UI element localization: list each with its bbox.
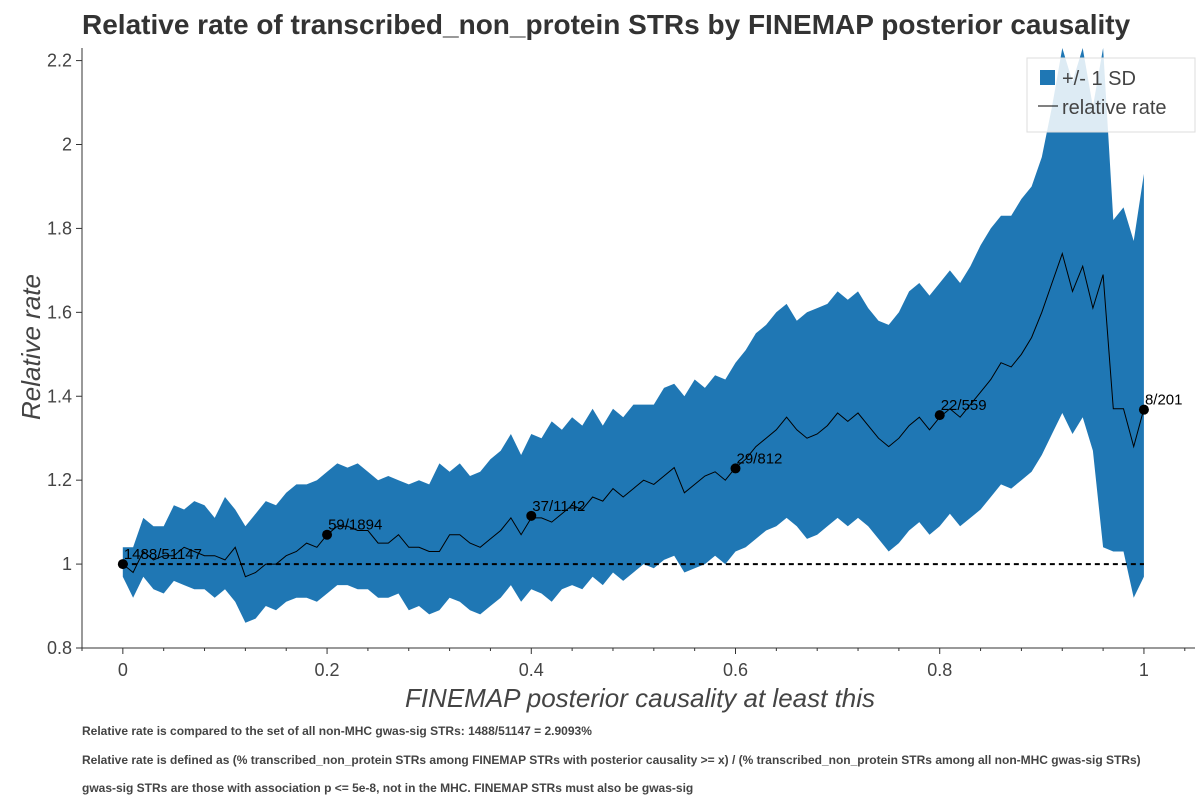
footnote-1: Relative rate is compared to the set of … (82, 724, 592, 738)
y-tick-label: 1.6 (47, 302, 72, 322)
sd-band (122, 48, 1144, 623)
y-tick-label: 1 (62, 554, 72, 574)
footnote-2: Relative rate is defined as (% transcrib… (82, 753, 1141, 767)
x-tick-label: 0.8 (927, 660, 952, 680)
x-tick-label: 0.2 (315, 660, 340, 680)
data-point-label-1: 1488/51147 (124, 546, 202, 563)
x-axis-label: FINEMAP posterior causality at least thi… (405, 683, 875, 713)
data-point-4 (730, 463, 741, 474)
data-point-6 (1138, 404, 1149, 415)
legend-band-label: +/- 1 SD (1062, 68, 1136, 90)
x-ticks: 0 0.2 0.4 0.6 0.8 1 (81, 648, 1186, 680)
plot-area: 1488/51147 59/1894 37/1142 29/812 22/559 8/20… (117, 48, 1183, 623)
data-point-label-4: 29/812 (737, 450, 783, 467)
y-ticks: 0.8 1 1.2 1.4 1.6 1.8 2 2.2 (47, 51, 82, 658)
footnote-3: gwas-sig STRs are those with association… (82, 781, 693, 795)
chart-title: Relative rate of transcribed_non_protein… (82, 9, 1131, 40)
y-tick-label: 0.8 (47, 638, 72, 658)
data-point-label-5: 22/559 (941, 397, 987, 414)
data-point-label-6: 8/201 (1145, 392, 1183, 409)
y-axis-label: Relative rate (16, 274, 46, 420)
data-point-label-2: 59/1894 (328, 517, 382, 534)
data-point-2 (322, 529, 333, 540)
legend: +/- 1 SD relative rate (1026, 57, 1196, 133)
relative-rate-line (122, 251, 1145, 578)
data-point-1 (117, 559, 128, 570)
y-tick-label: 1.2 (47, 470, 72, 490)
x-tick-label: 0 (118, 660, 128, 680)
y-tick-label: 1.4 (47, 386, 72, 406)
data-point-5 (934, 410, 945, 421)
legend-line-label: relative rate (1062, 97, 1167, 119)
x-tick-label: 0.4 (519, 660, 544, 680)
data-point-3 (526, 510, 537, 521)
y-tick-label: 1.8 (47, 218, 72, 238)
annotated-points: 1488/51147 59/1894 37/1142 29/812 22/559 8/20… (117, 392, 1183, 570)
y-tick-label: 2 (62, 135, 72, 155)
y-tick-label: 2.2 (47, 51, 72, 71)
data-point-label-3: 37/1142 (532, 498, 585, 515)
axes: 0.8 1 1.2 1.4 1.6 1.8 2 2.2 0 0.2 0.4 0.6 0.8 1 (47, 48, 1195, 680)
x-tick-label: 1 (1139, 660, 1149, 680)
legend-band-swatch (1040, 70, 1055, 85)
x-tick-label: 0.6 (723, 660, 748, 680)
